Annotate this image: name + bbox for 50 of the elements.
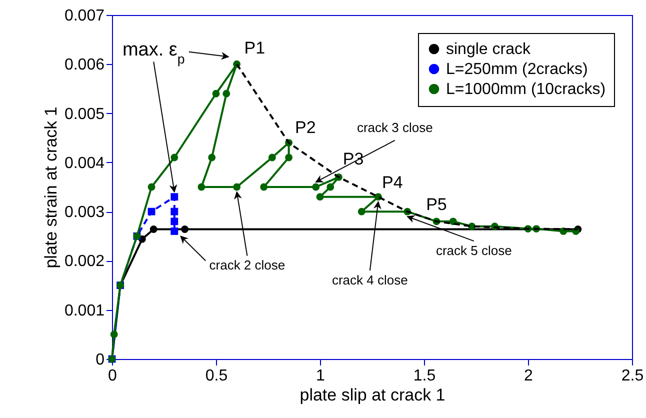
y-tick-label: 0.004 <box>64 154 105 172</box>
point <box>181 226 189 233</box>
y-axis-title: plate strain at crack 1 <box>41 106 60 268</box>
point <box>312 183 320 191</box>
point <box>148 183 156 191</box>
legend-label: L=250mm (2cracks) <box>446 61 588 78</box>
x-tick-label: 1.5 <box>413 368 436 384</box>
point <box>110 330 118 338</box>
point <box>148 208 156 216</box>
annotation: P4 <box>382 173 403 192</box>
point <box>170 228 178 235</box>
x-tick-label: 0 <box>108 368 118 384</box>
x-tick-label: 0.5 <box>205 368 228 384</box>
point <box>285 154 293 162</box>
annotation: max. ε$_{p}$ <box>122 39 185 66</box>
y-tick-label: 0.003 <box>64 204 105 222</box>
annotation: crack 5 close <box>436 242 512 258</box>
point <box>170 193 178 201</box>
point <box>170 208 178 216</box>
point <box>268 154 276 162</box>
x-tick-label: 1 <box>316 368 326 384</box>
annotation: crack 4 close <box>332 272 408 288</box>
x-tick-label: 2 <box>524 368 534 384</box>
y-tick-label: 0.001 <box>64 302 105 320</box>
point <box>212 90 220 98</box>
y-tick-label: 0.005 <box>64 106 105 123</box>
annotation: P5 <box>426 195 447 214</box>
point <box>198 183 206 191</box>
x-axis-title: plate slip at crack 1 <box>300 386 446 404</box>
annotation: P1 <box>244 38 266 58</box>
annotation: crack 3 close <box>356 120 433 136</box>
x-tick-label: 2.5 <box>621 368 644 384</box>
point <box>150 226 158 233</box>
y-tick-label: 0 <box>96 352 105 368</box>
y-tick-label: 0.002 <box>64 253 105 270</box>
point <box>222 90 230 98</box>
legend-label: single crack <box>446 41 532 58</box>
point <box>170 154 178 162</box>
legend-label: L=1000mm (10cracks) <box>446 81 606 98</box>
point <box>326 183 334 191</box>
point <box>358 208 366 216</box>
y-tick-label: 0.007 <box>64 8 105 24</box>
y-tick-label: 0.006 <box>64 56 105 74</box>
point <box>170 218 178 226</box>
point <box>260 183 268 191</box>
annotation: P2 <box>295 118 316 138</box>
point <box>208 154 216 162</box>
annotation: crack 2 close <box>209 258 286 273</box>
point <box>233 183 241 191</box>
point <box>316 193 324 201</box>
